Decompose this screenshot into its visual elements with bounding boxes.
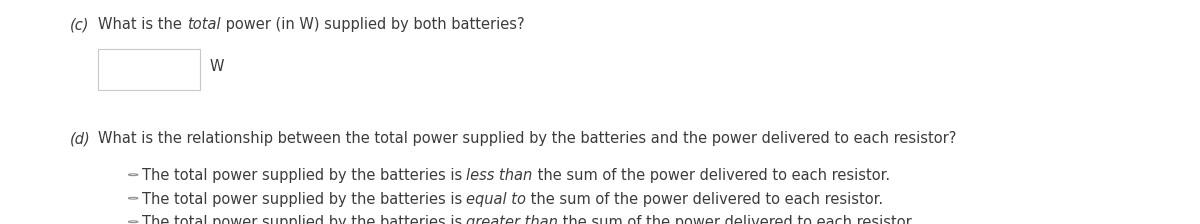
Text: What is the relationship between the total power supplied by the batteries and t: What is the relationship between the tot… <box>98 131 956 146</box>
Text: power (in W) supplied by both batteries?: power (in W) supplied by both batteries? <box>221 17 524 32</box>
Text: the sum of the power delivered to each resistor.: the sum of the power delivered to each r… <box>527 192 883 207</box>
Text: (c): (c) <box>70 17 89 32</box>
Text: total: total <box>187 17 221 32</box>
Text: the sum of the power delivered to each resistor.: the sum of the power delivered to each r… <box>558 215 916 224</box>
Circle shape <box>128 221 138 223</box>
Text: less than: less than <box>467 168 533 183</box>
Text: The total power supplied by the batteries is: The total power supplied by the batterie… <box>142 192 467 207</box>
Text: The total power supplied by the batteries is: The total power supplied by the batterie… <box>142 215 467 224</box>
Text: What is the: What is the <box>98 17 187 32</box>
Circle shape <box>128 174 138 176</box>
Circle shape <box>128 197 138 199</box>
Text: the sum of the power delivered to each resistor.: the sum of the power delivered to each r… <box>533 168 890 183</box>
Text: greater than: greater than <box>467 215 558 224</box>
Text: (d): (d) <box>70 131 90 146</box>
FancyBboxPatch shape <box>98 49 200 90</box>
Text: equal to: equal to <box>467 192 527 207</box>
Text: W: W <box>210 59 224 74</box>
Text: The total power supplied by the batteries is: The total power supplied by the batterie… <box>142 168 467 183</box>
